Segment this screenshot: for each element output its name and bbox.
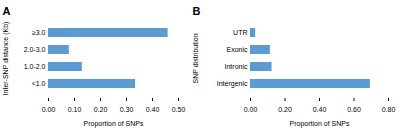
svg-text:<1.0: <1.0 [32,80,46,87]
svg-text:≥3.0: ≥3.0 [32,29,46,36]
svg-text:A: A [3,5,11,17]
svg-text:0.50: 0.50 [172,106,186,113]
svg-text:Intronic: Intronic [225,63,248,70]
svg-text:2.0-3.0: 2.0-3.0 [24,46,46,53]
svg-text:B: B [193,5,201,17]
svg-text:0.00: 0.00 [42,106,56,113]
svg-text:Exonic: Exonic [226,46,248,53]
svg-text:SNP distribution: SNP distribution [192,33,199,83]
svg-text:1.0-2.0: 1.0-2.0 [24,63,46,70]
svg-text:Proportion of SNPs: Proportion of SNPs [290,120,350,128]
svg-text:0.60: 0.60 [347,106,361,113]
svg-text:0.00: 0.00 [244,106,258,113]
svg-text:0.40: 0.40 [313,106,327,113]
svg-text:Intergenic: Intergenic [217,80,248,88]
svg-text:Inter-SNP distance (Kb): Inter-SNP distance (Kb) [2,22,10,96]
svg-text:0.80: 0.80 [382,106,396,113]
svg-text:0.10: 0.10 [68,106,82,113]
svg-text:0.40: 0.40 [146,106,160,113]
svg-text:0.20: 0.20 [278,106,292,113]
svg-text:Proportion of SNPs: Proportion of SNPs [84,120,144,128]
svg-text:0.20: 0.20 [94,106,108,113]
svg-text:0.30: 0.30 [120,106,134,113]
svg-text:UTR: UTR [233,29,247,36]
